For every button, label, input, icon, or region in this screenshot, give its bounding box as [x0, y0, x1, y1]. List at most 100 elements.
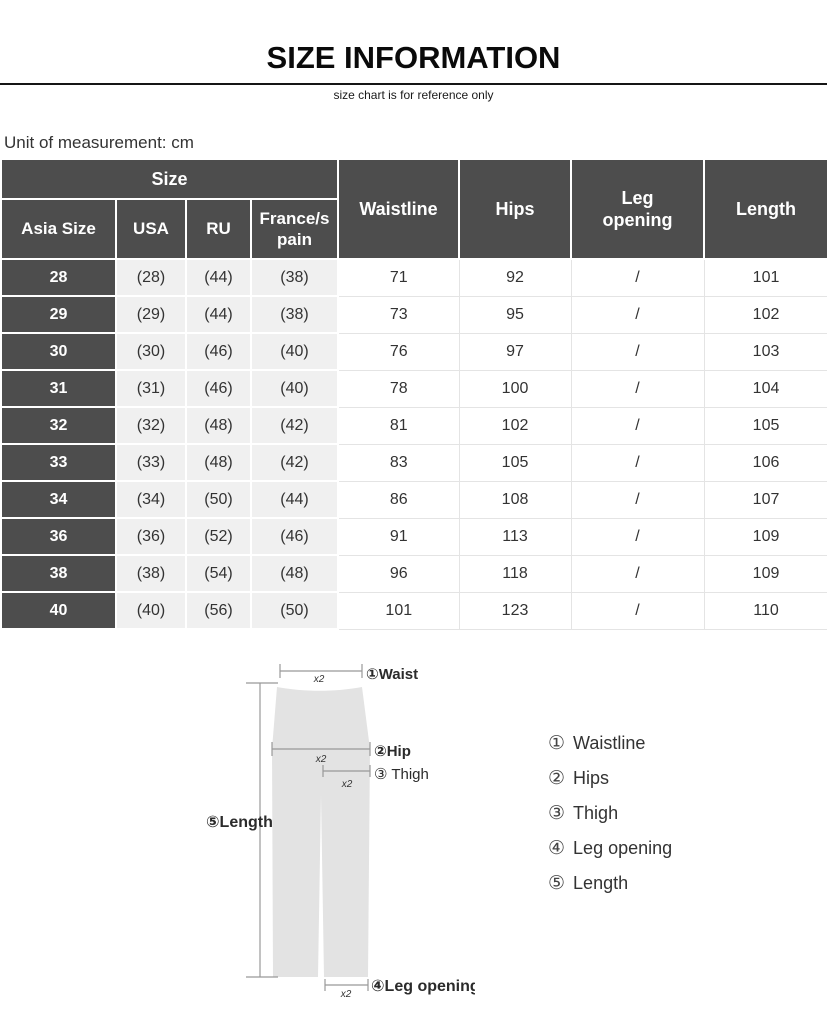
measurement-lines: [246, 664, 371, 991]
leg-opening-cell: /: [570, 591, 705, 630]
waistline-cell: 76: [337, 332, 460, 371]
length-cell: 105: [703, 406, 827, 445]
usa-size-cell: (32): [115, 406, 187, 445]
length-cell: 104: [703, 369, 827, 408]
column-header-length: Length: [703, 158, 827, 260]
pants-silhouette: [272, 687, 370, 977]
leg-opening-diagram-label: ④Leg opening: [371, 978, 475, 995]
thigh-x2-label: x2: [341, 779, 353, 790]
table-row: 28 (28) (44) (38) 71 92/101: [0, 258, 827, 297]
table-subheader-row: Asia Size USA RU France/s pain: [0, 198, 827, 260]
france-spain-size-cell: (42): [249, 406, 340, 445]
size-table: Size Waistline Hips Leg opening Length A…: [0, 158, 827, 630]
usa-size-cell: (31): [115, 369, 187, 408]
france-spain-size-cell: (40): [249, 332, 340, 371]
hips-cell: 92: [458, 258, 572, 297]
leg-opening-cell: /: [570, 295, 705, 334]
waistline-cell: 73: [337, 295, 460, 334]
asia-size-cell: 40: [0, 591, 117, 630]
legend-label-hips: Hips: [573, 768, 610, 788]
usa-size-cell: (30): [115, 332, 187, 371]
legend-item-waistline: ① Waistline: [548, 726, 672, 761]
column-header-ru: RU: [185, 198, 252, 260]
table-group-header-row: Size Waistline Hips Leg opening Length: [0, 158, 827, 260]
hips-cell: 102: [458, 406, 572, 445]
length-cell: 110: [703, 591, 827, 630]
column-header-asia-size: Asia Size: [0, 198, 117, 260]
column-header-hips: Hips: [458, 158, 573, 260]
asia-size-cell: 34: [0, 480, 117, 519]
table-row: 40 (40) (56) (50) 101 123/110: [0, 591, 827, 630]
usa-size-cell: (38): [115, 554, 187, 593]
hip-diagram-label: ②Hip: [374, 743, 411, 760]
table-row: 38 (38) (54) (48) 96 118/109: [0, 554, 827, 593]
legend-number-3: ③: [548, 803, 566, 824]
page-title: SIZE INFORMATION: [266, 40, 561, 75]
waist-diagram-label: ①Waist: [366, 666, 418, 683]
ru-size-cell: (48): [185, 443, 252, 482]
waistline-cell: 78: [337, 369, 460, 408]
leg-opening-cell: /: [570, 517, 705, 556]
legend-number-2: ②: [548, 768, 566, 789]
waistline-cell: 71: [337, 258, 460, 297]
usa-size-cell: (28): [115, 258, 187, 297]
table-row: 31 (31) (46) (40) 78 100/104: [0, 369, 827, 408]
waistline-cell: 96: [337, 554, 460, 593]
title-divider-line: [0, 83, 827, 85]
measurement-legend: ① Waistline ② Hips ③ Thigh ④ Leg opening…: [548, 726, 672, 901]
ru-size-cell: (50): [185, 480, 252, 519]
france-spain-size-cell: (42): [249, 443, 340, 482]
asia-size-cell: 33: [0, 443, 117, 482]
usa-size-cell: (34): [115, 480, 187, 519]
asia-size-cell: 30: [0, 332, 117, 371]
asia-size-cell: 29: [0, 295, 117, 334]
legend-label-leg-opening: Leg opening: [573, 838, 673, 858]
legend-number-1: ①: [548, 733, 566, 754]
leg-opening-cell: /: [570, 406, 705, 445]
usa-size-cell: (29): [115, 295, 187, 334]
column-header-usa: USA: [115, 198, 187, 260]
leg-opening-cell: /: [570, 554, 705, 593]
asia-size-cell: 32: [0, 406, 117, 445]
france-spain-size-cell: (48): [249, 554, 340, 593]
france-spain-size-cell: (40): [249, 369, 340, 408]
asia-size-cell: 36: [0, 517, 117, 556]
table-row: 29 (29) (44) (38) 73 95/102: [0, 295, 827, 334]
leg-opening-cell: /: [570, 480, 705, 519]
size-group-header: Size: [0, 158, 340, 200]
ru-size-cell: (44): [185, 258, 252, 297]
hips-cell: 113: [458, 517, 572, 556]
legend-label-length: Length: [573, 873, 629, 893]
waistline-cell: 91: [337, 517, 460, 556]
length-cell: 103: [703, 332, 827, 371]
asia-size-cell: 38: [0, 554, 117, 593]
ru-size-cell: (56): [185, 591, 252, 630]
waistline-cell: 101: [337, 591, 460, 630]
size-table-body: 28 (28) (44) (38) 71 92/101 29 (29) (44) (38) 73 95…: [0, 258, 827, 630]
hips-cell: 118: [458, 554, 572, 593]
france-spain-size-cell: (38): [249, 258, 340, 297]
column-header-waistline: Waistline: [337, 158, 461, 260]
legend-item-length: ⑤ Length: [548, 866, 672, 901]
table-row: 33 (33) (48) (42) 83 105/106: [0, 443, 827, 482]
leg-opening-x2-label: x2: [340, 989, 352, 1000]
hips-cell: 108: [458, 480, 572, 519]
usa-size-cell: (36): [115, 517, 187, 556]
hips-cell: 105: [458, 443, 572, 482]
leg-opening-cell: /: [570, 369, 705, 408]
length-cell: 107: [703, 480, 827, 519]
france-spain-size-cell: (46): [249, 517, 340, 556]
ru-size-cell: (52): [185, 517, 252, 556]
usa-size-cell: (33): [115, 443, 187, 482]
thigh-diagram-label: ③ Thigh: [374, 766, 429, 783]
legend-item-thigh: ③ Thigh: [548, 796, 672, 831]
hips-cell: 100: [458, 369, 572, 408]
asia-size-cell: 31: [0, 369, 117, 408]
legend-label-waistline: Waistline: [573, 733, 646, 753]
table-row: 32 (32) (48) (42) 81 102/105: [0, 406, 827, 445]
asia-size-cell: 28: [0, 258, 117, 297]
length-cell: 106: [703, 443, 827, 482]
ru-size-cell: (54): [185, 554, 252, 593]
table-row: 30 (30) (46) (40) 76 97/103: [0, 332, 827, 371]
